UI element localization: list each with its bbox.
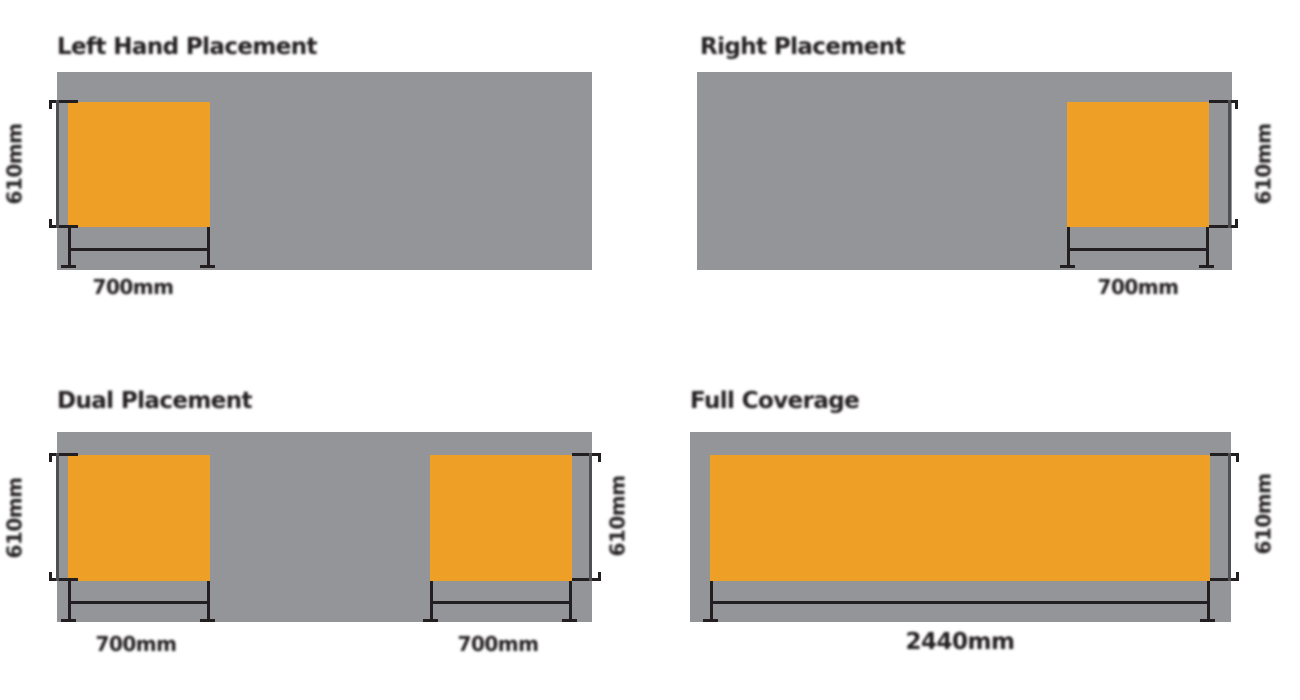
panel-2-height-tick-top-stub — [1235, 100, 1238, 109]
panel-3-left-width-label: 700mm — [95, 632, 177, 656]
panel-2-height-tick-bottom — [1209, 225, 1238, 228]
panel-1-width-foot-left — [61, 265, 76, 268]
panel-1-title: Left Hand Placement — [57, 34, 318, 60]
panel-2-module-right — [1067, 102, 1209, 227]
panel-3-module-left — [68, 455, 210, 581]
panel-3-left-width-foot-right — [200, 619, 215, 622]
panel-3-left-height-tick-bottom — [49, 578, 78, 581]
panel-3-left-height-label: 610mm — [2, 477, 26, 559]
panel-3-right-width-label: 700mm — [457, 632, 539, 656]
panel-3-right-width-measure-line — [430, 601, 572, 604]
panel-1-width-foot-right — [200, 265, 215, 268]
panel-4-width-foot-left — [703, 619, 718, 622]
panel-1-height-tick-bottom-stub — [49, 219, 52, 228]
panel-1-height-label: 610mm — [2, 123, 26, 205]
panel-4-height-tick-bottom — [1210, 578, 1239, 581]
panel-3-title: Dual Placement — [57, 388, 253, 414]
panel-3-right-height-tick-top — [572, 453, 601, 456]
panel-3-right-height-tick-bottom — [572, 578, 601, 581]
panel-1-height-tick-bottom — [49, 225, 78, 228]
panel-2-width-foot-right — [1199, 265, 1214, 268]
panel-3-left-width-measure-line — [68, 601, 210, 604]
panel-4-width-label: 2440mm — [905, 629, 1015, 655]
panel-4-height-label: 610mm — [1251, 473, 1275, 555]
panel-1-height-tick-top — [49, 100, 78, 103]
panel-2-width-extension-right — [1206, 227, 1209, 268]
panel-3-left-height-extension-line — [56, 453, 59, 581]
panel-2-height-label: 610mm — [1251, 123, 1275, 205]
panel-3-right-height-label: 610mm — [605, 475, 629, 557]
panel-3-right-width-foot-left — [423, 619, 438, 622]
panel-1-width-extension-right — [207, 227, 210, 268]
panel-2-width-foot-left — [1060, 265, 1075, 268]
panel-4-height-tick-top — [1210, 453, 1239, 456]
panel-3-right-height-tick-top-stub — [598, 453, 601, 462]
panel-1-width-label: 700mm — [92, 275, 174, 299]
panel-1-width-measure-line — [68, 248, 210, 251]
panel-4-height-tick-bottom-stub — [1236, 572, 1239, 581]
panel-4-module-full — [710, 455, 1210, 581]
panel-1-width-extension-left — [68, 227, 71, 268]
panel-2-width-label: 700mm — [1097, 275, 1179, 299]
panel-4-height-tick-top-stub — [1236, 453, 1239, 462]
panel-1-height-tick-top-stub — [49, 100, 52, 109]
panel-2-width-measure-line — [1067, 248, 1209, 251]
panel-3-left-height-tick-bottom-stub — [49, 572, 52, 581]
panel-4-title: Full Coverage — [690, 388, 860, 414]
panel-3-right-height-extension-line — [589, 453, 592, 581]
panel-3-right-height-tick-bottom-stub — [598, 572, 601, 581]
panel-2-width-extension-left — [1067, 227, 1070, 268]
panel-4-width-measure-line — [710, 601, 1210, 604]
panel-3-right-width-foot-right — [562, 619, 577, 622]
panel-1-module-left — [68, 102, 210, 227]
panel-2-height-tick-top — [1209, 100, 1238, 103]
panel-3-left-height-tick-top — [49, 453, 78, 456]
panel-4-width-foot-right — [1200, 619, 1215, 622]
panel-2-height-tick-bottom-stub — [1235, 219, 1238, 228]
panel-1-height-extension-line — [56, 100, 59, 228]
panel-2-height-extension-line — [1228, 100, 1231, 228]
panel-2-title: Right Placement — [700, 34, 905, 60]
panel-3-left-width-foot-left — [61, 619, 76, 622]
panel-3-left-height-tick-top-stub — [49, 453, 52, 462]
panel-4-height-extension-line — [1228, 453, 1231, 581]
panel-3-module-right — [430, 455, 572, 581]
